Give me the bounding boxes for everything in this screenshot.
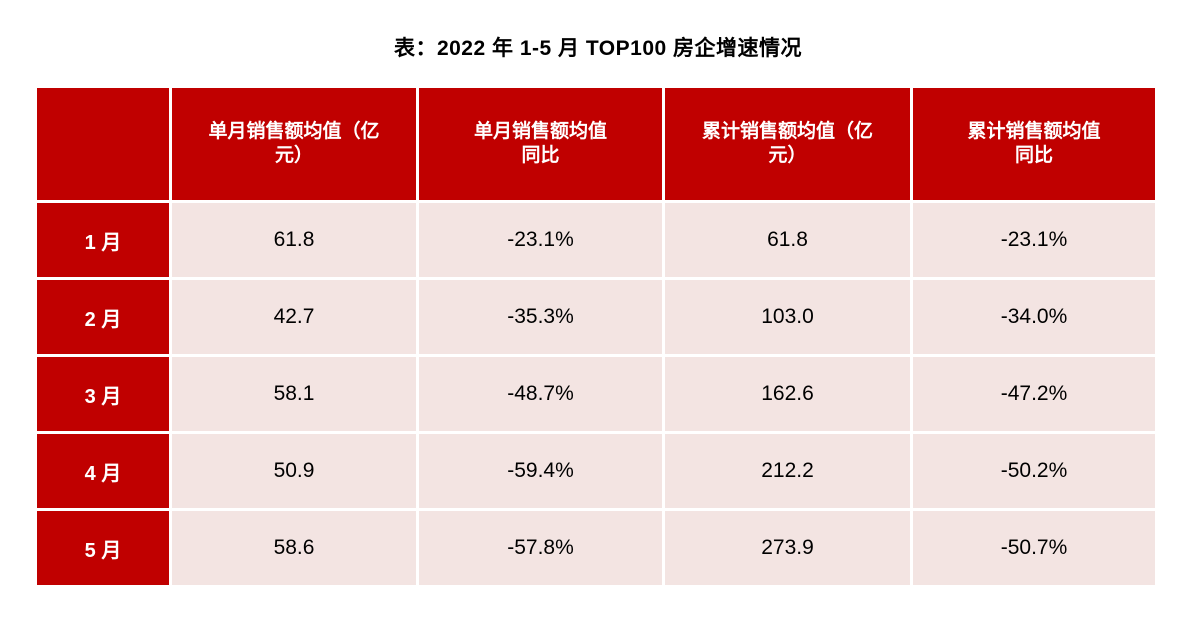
- header-row: 单月销售额均值（亿 元） 单月销售额均值 同比 累计销售额均值（亿 元）: [34, 85, 1158, 203]
- value-cell: 212.2: [662, 431, 913, 511]
- value-cell: -48.7%: [416, 354, 665, 434]
- growth-table: 单月销售额均值（亿 元） 单月销售额均值 同比 累计销售额均值（亿 元）: [34, 85, 1158, 588]
- column-header-line: 单月销售额均值（亿: [208, 121, 380, 143]
- table-row: 1 月 61.8 -23.1% 61.8 -23.1%: [34, 200, 1158, 280]
- month-cell: 1 月: [34, 200, 172, 280]
- column-header-line: 单月销售额均值: [473, 121, 607, 143]
- value-cell: -50.7%: [910, 508, 1158, 588]
- column-header-line: 累计销售额均值（亿: [701, 121, 873, 143]
- column-header-line: 累计销售额均值: [967, 121, 1101, 143]
- column-header-monthly-sales: 单月销售额均值（亿 元）: [169, 85, 419, 203]
- column-header-line: 元）: [768, 145, 807, 166]
- value-cell: 58.6: [169, 508, 419, 588]
- column-header-line: 元）: [274, 145, 313, 166]
- table-row: 5 月 58.6 -57.8% 273.9 -50.7%: [34, 508, 1158, 588]
- value-cell: 61.8: [662, 200, 913, 280]
- column-header-monthly-yoy: 单月销售额均值 同比: [416, 85, 665, 203]
- value-cell: 162.6: [662, 354, 913, 434]
- table-row: 4 月 50.9 -59.4% 212.2 -50.2%: [34, 431, 1158, 511]
- value-cell: -34.0%: [910, 277, 1158, 357]
- column-header-cumulative-sales: 累计销售额均值（亿 元）: [662, 85, 913, 203]
- table-body: 1 月 61.8 -23.1% 61.8 -23.1% 2 月 42.7 -35.3% 103.…: [34, 200, 1158, 588]
- table-title: 表：2022 年 1-5 月 TOP100 房企增速情况: [393, 37, 803, 60]
- value-cell: 42.7: [169, 277, 419, 357]
- value-cell: -23.1%: [910, 200, 1158, 280]
- value-cell: -35.3%: [416, 277, 665, 357]
- month-cell: 4 月: [34, 431, 172, 511]
- value-cell: 103.0: [662, 277, 913, 357]
- month-cell: 3 月: [34, 354, 172, 434]
- column-header-cumulative-yoy: 累计销售额均值 同比: [910, 85, 1158, 203]
- column-header-line: 同比: [521, 145, 560, 166]
- value-cell: -23.1%: [416, 200, 665, 280]
- table-row: 3 月 58.1 -48.7% 162.6 -47.2%: [34, 354, 1158, 434]
- month-cell: 5 月: [34, 508, 172, 588]
- value-cell: 273.9: [662, 508, 913, 588]
- value-cell: 50.9: [169, 431, 419, 511]
- value-cell: -57.8%: [416, 508, 665, 588]
- value-cell: -50.2%: [910, 431, 1158, 511]
- value-cell: 61.8: [169, 200, 419, 280]
- value-cell: -47.2%: [910, 354, 1158, 434]
- column-header-line: 同比: [1014, 145, 1053, 166]
- value-cell: -59.4%: [416, 431, 665, 511]
- month-cell: 2 月: [34, 277, 172, 357]
- corner-cell: [34, 85, 172, 203]
- value-cell: 58.1: [169, 354, 419, 434]
- table-row: 2 月 42.7 -35.3% 103.0 -34.0%: [34, 277, 1158, 357]
- table-header: 单月销售额均值（亿 元） 单月销售额均值 同比 累计销售额均值（亿 元）: [34, 85, 1158, 203]
